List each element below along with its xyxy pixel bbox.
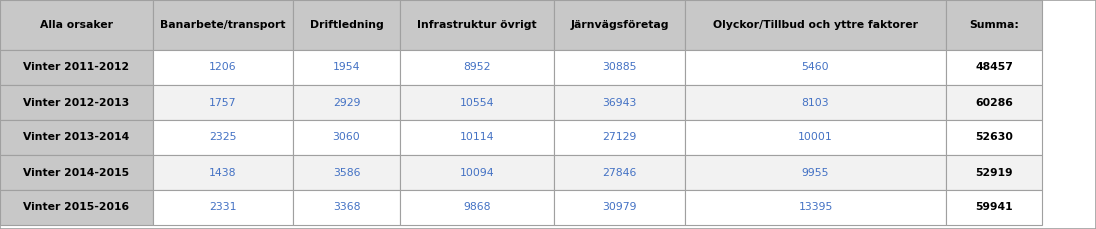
Bar: [553, 190, 685, 225]
Text: 10114: 10114: [459, 133, 494, 142]
Bar: [946, 85, 1042, 120]
Bar: [553, 0, 685, 50]
Bar: [0, 0, 153, 50]
Bar: [553, 155, 685, 190]
Bar: [293, 50, 400, 85]
Text: 3368: 3368: [333, 202, 361, 213]
Text: 10554: 10554: [459, 98, 494, 107]
Text: 10001: 10001: [798, 133, 833, 142]
Text: Infrastruktur övrigt: Infrastruktur övrigt: [418, 20, 537, 30]
Text: Vinter 2014-2015: Vinter 2014-2015: [23, 167, 129, 177]
Bar: [0, 190, 153, 225]
Text: Alla orsaker: Alla orsaker: [39, 20, 113, 30]
Text: 3060: 3060: [332, 133, 361, 142]
Text: 2325: 2325: [209, 133, 237, 142]
Text: 27846: 27846: [603, 167, 637, 177]
Bar: [0, 155, 153, 190]
Bar: [153, 85, 293, 120]
Bar: [400, 190, 553, 225]
Text: 60286: 60286: [975, 98, 1013, 107]
Text: 13395: 13395: [798, 202, 833, 213]
Text: 52630: 52630: [975, 133, 1013, 142]
Text: 3586: 3586: [333, 167, 361, 177]
Bar: [400, 0, 553, 50]
Text: Olyckor/Tillbud och yttre faktorer: Olyckor/Tillbud och yttre faktorer: [713, 20, 918, 30]
Bar: [553, 50, 685, 85]
Bar: [685, 190, 946, 225]
Bar: [0, 85, 153, 120]
Text: 27129: 27129: [603, 133, 637, 142]
Text: 8952: 8952: [464, 63, 491, 73]
Bar: [293, 155, 400, 190]
Bar: [400, 50, 553, 85]
Text: 1954: 1954: [333, 63, 361, 73]
Text: 30885: 30885: [602, 63, 637, 73]
Bar: [400, 155, 553, 190]
Text: 52919: 52919: [975, 167, 1013, 177]
Bar: [553, 120, 685, 155]
Text: 36943: 36943: [603, 98, 637, 107]
Text: Driftledning: Driftledning: [310, 20, 384, 30]
Text: 1206: 1206: [209, 63, 237, 73]
Bar: [0, 120, 153, 155]
Bar: [0, 50, 153, 85]
Bar: [153, 190, 293, 225]
Text: 1757: 1757: [209, 98, 237, 107]
Bar: [685, 0, 946, 50]
Text: 10094: 10094: [459, 167, 494, 177]
Text: 1438: 1438: [209, 167, 237, 177]
Text: 2331: 2331: [209, 202, 237, 213]
Text: Summa:: Summa:: [969, 20, 1019, 30]
Bar: [400, 85, 553, 120]
Bar: [293, 85, 400, 120]
Text: 5460: 5460: [801, 63, 830, 73]
Bar: [946, 0, 1042, 50]
Bar: [153, 155, 293, 190]
Bar: [685, 120, 946, 155]
Bar: [293, 190, 400, 225]
Text: Vinter 2012-2013: Vinter 2012-2013: [23, 98, 129, 107]
Text: Vinter 2011-2012: Vinter 2011-2012: [23, 63, 129, 73]
Bar: [153, 0, 293, 50]
Bar: [946, 190, 1042, 225]
Bar: [400, 120, 553, 155]
Bar: [293, 120, 400, 155]
Text: Banarbete/transport: Banarbete/transport: [160, 20, 286, 30]
Text: 59941: 59941: [975, 202, 1013, 213]
Bar: [553, 85, 685, 120]
Bar: [685, 155, 946, 190]
Bar: [946, 50, 1042, 85]
Bar: [685, 50, 946, 85]
Text: 9955: 9955: [802, 167, 830, 177]
Text: 9868: 9868: [464, 202, 491, 213]
Bar: [153, 50, 293, 85]
Bar: [685, 85, 946, 120]
Bar: [946, 155, 1042, 190]
Bar: [946, 120, 1042, 155]
Text: Järnvägsföretag: Järnvägsföretag: [570, 20, 669, 30]
Text: 48457: 48457: [975, 63, 1013, 73]
Text: Vinter 2013-2014: Vinter 2013-2014: [23, 133, 129, 142]
Text: 8103: 8103: [801, 98, 830, 107]
Bar: [153, 120, 293, 155]
Bar: [293, 0, 400, 50]
Text: Vinter 2015-2016: Vinter 2015-2016: [23, 202, 129, 213]
Text: 30979: 30979: [602, 202, 637, 213]
Text: 2929: 2929: [333, 98, 361, 107]
